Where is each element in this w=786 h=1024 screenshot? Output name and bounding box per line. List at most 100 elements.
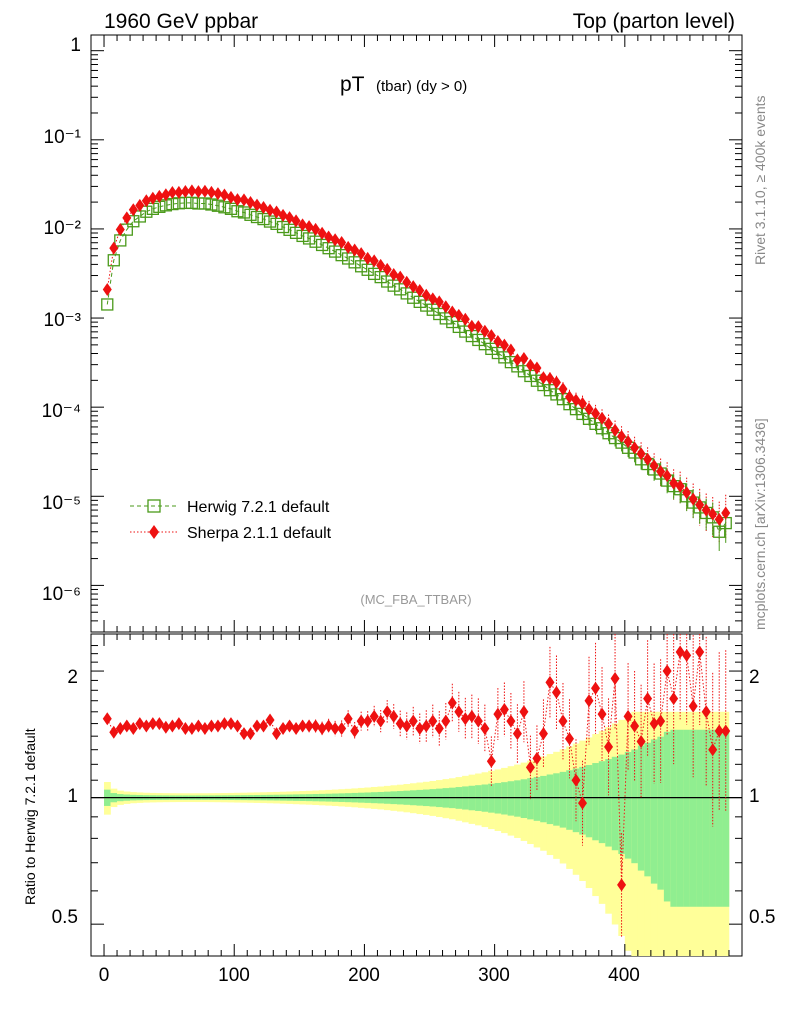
ratio-point — [330, 722, 340, 736]
main-plot-frame — [90, 34, 743, 633]
sherpa-point — [669, 476, 679, 490]
sherpa-point — [278, 208, 288, 222]
sherpa-point — [636, 447, 646, 461]
ratio-point — [363, 714, 373, 728]
ratio-point — [701, 705, 711, 719]
ratio-point — [232, 719, 242, 733]
herwig-point — [472, 333, 485, 347]
ratio-point — [493, 707, 503, 721]
ratio-point — [389, 709, 399, 723]
ratio-point — [597, 707, 607, 721]
sherpa-line — [106, 190, 727, 521]
herwig-point — [368, 267, 381, 281]
ratio-band-inner — [689, 729, 697, 907]
herwig-point — [433, 307, 446, 321]
sherpa-point — [193, 185, 203, 199]
sherpa-point — [304, 220, 314, 234]
sherpa-point — [102, 283, 112, 297]
ratio-point — [558, 714, 568, 728]
ratio-band-inner — [592, 763, 600, 841]
sherpa-point — [525, 358, 535, 372]
sherpa-point — [578, 396, 588, 410]
ratio-point — [369, 709, 379, 723]
sherpa-point — [213, 187, 223, 201]
mcplots-label: mcplots.cern.ch [arXiv:1306.3436] — [752, 418, 768, 630]
ratio-band-inner — [546, 774, 554, 825]
sherpa-point — [480, 324, 490, 338]
herwig-point — [713, 525, 726, 538]
herwig-point — [244, 208, 257, 221]
herwig-point — [381, 275, 394, 288]
ratio-point — [564, 732, 574, 746]
sherpa-point — [245, 195, 255, 209]
ratio-point — [337, 722, 347, 736]
sherpa-point — [721, 506, 731, 520]
main-y-tick-labels: 1 10⁻¹ 10⁻² 10⁻³ 10⁻⁴ 10⁻⁵ 10⁻⁶ — [42, 35, 81, 605]
ratio-point — [506, 714, 516, 728]
ratio-point — [512, 727, 522, 741]
ratio-band-inner — [611, 756, 619, 851]
herwig-point — [550, 388, 563, 401]
ratio-point — [610, 672, 620, 686]
x-tick-label: 200 — [348, 965, 380, 986]
ratio-band-inner — [605, 759, 613, 847]
sherpa-point — [584, 402, 594, 416]
ratio-point — [122, 719, 132, 733]
sherpa-point — [415, 283, 425, 297]
ratio-point — [538, 727, 548, 741]
analysis-tag: (MC_FBA_TTBAR) — [360, 592, 471, 607]
sherpa-point — [591, 406, 601, 420]
ratio-point — [623, 709, 633, 723]
ratio-point — [135, 717, 145, 731]
sherpa-point — [135, 198, 145, 212]
ratio-point — [499, 703, 509, 717]
sherpa-point — [337, 235, 347, 249]
ratio-point — [402, 719, 412, 733]
ratio-band-inner — [715, 729, 723, 907]
x-tick-labels: 0 100 200 300 400 — [99, 965, 640, 986]
rivet-label: Rivet 3.1.10, ≥ 400k events — [752, 95, 768, 265]
sherpa-point — [363, 251, 373, 265]
main-y-tick-label: 10⁻⁴ — [42, 401, 81, 422]
ratio-point — [161, 720, 171, 734]
ratio-point — [265, 713, 275, 727]
sherpa-point — [174, 185, 184, 199]
herwig-point — [348, 256, 361, 269]
ratio-point — [245, 727, 255, 741]
x-tick-label: 400 — [608, 965, 640, 986]
ratio-point — [441, 714, 451, 728]
sherpa-point — [252, 198, 262, 212]
ratio-band-inner — [559, 771, 567, 828]
ratio-point — [545, 675, 555, 689]
ratio-point — [454, 705, 464, 719]
x-tick-label: 100 — [218, 965, 250, 986]
sherpa-point — [356, 247, 366, 261]
ratio-band-inner — [683, 729, 691, 907]
sherpa-point — [545, 371, 555, 385]
ratio-point — [649, 717, 659, 731]
ratio-point — [604, 740, 614, 754]
sherpa-point — [128, 203, 138, 217]
sherpa-point — [122, 211, 132, 225]
sherpa-point — [630, 441, 640, 455]
ratio-y-tick-label-left: 2 — [67, 667, 78, 688]
ratio-point — [525, 760, 535, 774]
herwig-point — [335, 248, 348, 262]
sherpa-point — [682, 486, 692, 500]
ratio-point — [382, 705, 392, 719]
ratio-point — [460, 712, 470, 726]
sherpa-point — [200, 184, 210, 198]
ratio-point — [447, 696, 457, 710]
ratio-point — [695, 645, 705, 659]
sherpa-point — [154, 189, 164, 203]
ratio-point — [486, 754, 496, 768]
ratio-point — [141, 719, 151, 733]
ratio-band-inner — [663, 731, 671, 902]
ratio-y-tick-label-right: 0.5 — [749, 907, 775, 928]
ratio-point — [180, 722, 190, 736]
herwig-point — [341, 252, 355, 265]
sherpa-point — [311, 222, 321, 236]
ratio-point — [259, 719, 269, 733]
sherpa-point — [675, 479, 685, 493]
sherpa-point — [532, 361, 542, 375]
